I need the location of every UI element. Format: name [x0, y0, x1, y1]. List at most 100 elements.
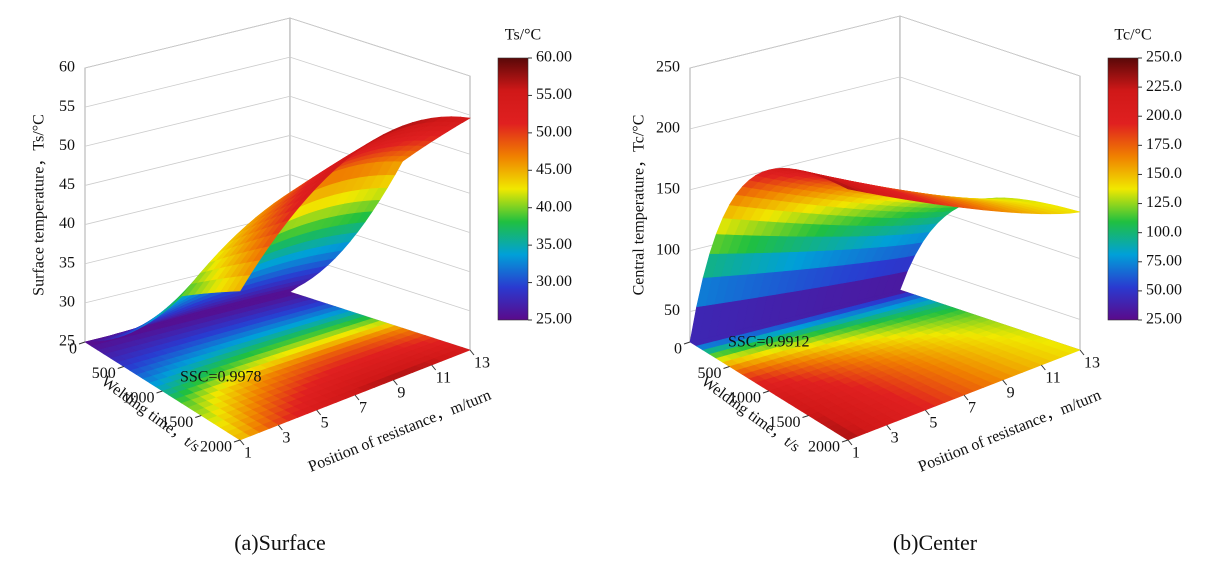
colorbar-tick-label: 50.00: [1146, 282, 1182, 299]
colorbar-tick-label: 60.00: [536, 49, 572, 66]
z-tick-label: 60: [59, 59, 75, 76]
z-tick-label: 40: [59, 215, 75, 232]
grid-line: [689, 137, 1081, 199]
x-tick-label: 0: [674, 341, 682, 358]
y-tick-label: 5: [321, 415, 329, 432]
floor-patch: [232, 431, 251, 441]
y-tick-label: 3: [282, 430, 290, 447]
colorbar-tick-label: 75.00: [1146, 252, 1182, 269]
x-tick-label: 2000: [200, 439, 232, 456]
y-tick: [847, 439, 853, 446]
y-tick: [1079, 349, 1085, 356]
x-tick: [802, 415, 809, 418]
y-tick-label: 11: [436, 370, 451, 387]
x-tick-label: 1500: [161, 414, 193, 431]
z-tick-label: 250: [656, 59, 680, 76]
x-tick-label: 500: [698, 365, 722, 382]
z-tick-label: 55: [59, 98, 75, 115]
surface-patch: [232, 275, 251, 292]
surface-patch: [841, 185, 858, 192]
y-tick: [469, 349, 475, 356]
x-tick: [117, 366, 124, 369]
y-tick: [354, 394, 360, 401]
y-tick-label: 13: [474, 355, 490, 372]
z-tick-label: 25: [59, 333, 75, 350]
x-tick: [156, 390, 163, 394]
x-tick: [78, 341, 86, 345]
annotation: SSC=0.9978: [180, 369, 262, 386]
y-tick-label: 1: [244, 445, 252, 462]
colorbar: [497, 57, 529, 321]
colorbar-tick-label: 35.00: [536, 236, 572, 253]
z-tick-label: 30: [59, 294, 75, 311]
colorbar-tick-label: 25.00: [1146, 311, 1182, 328]
y-tick: [239, 439, 245, 446]
colorbar-tick-label: 250.0: [1146, 49, 1182, 66]
colorbar-tick-label: 150.0: [1146, 165, 1182, 182]
colorbar-title: Tc/°C: [1114, 27, 1151, 44]
colorbar-tick-label: 200.0: [1146, 107, 1182, 124]
y-tick-label: 1: [852, 445, 860, 462]
y-tick: [1002, 379, 1008, 386]
z-tick-label: 200: [656, 120, 680, 137]
annotation: SSC=0.9912: [728, 334, 810, 351]
x-tick: [233, 439, 241, 443]
z-tick-label: 35: [59, 254, 75, 271]
x-tick-label: 2000: [808, 439, 840, 456]
y-tick: [431, 364, 437, 371]
colorbar-tick-label: 125.0: [1146, 194, 1182, 211]
z-axis-label: Central temperature，Tc/°C: [631, 115, 648, 296]
z-tick-label: 150: [656, 180, 680, 197]
x-tick-label: 1500: [769, 414, 801, 431]
y-tick-label: 9: [1007, 385, 1015, 402]
z-tick-label: 50: [59, 137, 75, 154]
x-tick-label: 500: [92, 365, 116, 382]
floor-patch: [840, 431, 859, 441]
x-tick: [683, 341, 691, 345]
x-tick-label: 0: [69, 341, 77, 358]
y-tick: [924, 409, 930, 416]
x-tick-label: 1000: [123, 390, 155, 407]
z-tick-label: 100: [656, 241, 680, 258]
grid-line: [84, 56, 471, 116]
x-tick: [723, 366, 730, 369]
y-tick-label: 11: [1045, 370, 1060, 387]
x-tick: [841, 439, 849, 443]
y-tick-label: 13: [1084, 355, 1100, 372]
colorbar-tick-label: 25.00: [536, 311, 572, 328]
y-tick: [886, 424, 892, 431]
colorbar: [1107, 57, 1139, 321]
y-tick: [1040, 364, 1046, 371]
y-tick-label: 5: [929, 415, 937, 432]
colorbar-tick-label: 40.00: [536, 198, 572, 215]
grid-line: [689, 15, 1081, 77]
y-tick: [963, 394, 969, 401]
z-axis-label: Surface temperature，Ts/°C: [31, 114, 48, 296]
colorbar-tick-label: 55.00: [536, 86, 572, 103]
y-tick-label: 3: [891, 430, 899, 447]
grid-line: [689, 76, 1081, 138]
grid-line: [84, 135, 471, 194]
y-tick: [277, 424, 283, 431]
z-tick-label: 45: [59, 176, 75, 193]
colorbar-tick-label: 175.0: [1146, 136, 1182, 153]
grid-line: [84, 174, 471, 233]
colorbar-tick-label: 30.00: [536, 273, 572, 290]
x-tick: [762, 390, 770, 394]
colorbar-tick-label: 45.00: [536, 161, 572, 178]
z-tick-label: 50: [664, 302, 680, 319]
colorbar-tick-label: 100.0: [1146, 223, 1182, 240]
y-tick-label: 7: [359, 400, 367, 417]
y-tick: [392, 379, 398, 386]
colorbar-tick-label: 50.00: [536, 124, 572, 141]
x-tick: [195, 415, 202, 418]
colorbar-title: Ts/°C: [505, 27, 541, 44]
y-tick: [316, 409, 322, 416]
grid-line: [84, 17, 471, 77]
y-tick-label: 7: [968, 400, 976, 417]
x-tick-label: 1000: [729, 390, 761, 407]
caption: (a)Surface: [234, 530, 326, 555]
caption: (b)Center: [893, 530, 978, 555]
